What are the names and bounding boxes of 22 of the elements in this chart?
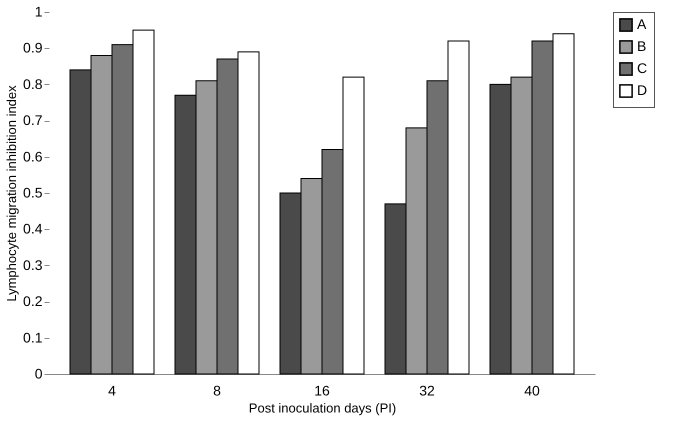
x-tick-label: 16 xyxy=(314,382,330,398)
legend-label: B xyxy=(637,38,646,54)
y-tick-label: 0.1 xyxy=(23,329,43,346)
y-tick-label: 0.9 xyxy=(23,40,43,56)
y-tick-label: 0.6 xyxy=(23,148,43,164)
y-tick-label: 0.4 xyxy=(23,220,43,237)
x-tick-label: 4 xyxy=(108,382,116,398)
legend-label: A xyxy=(637,16,647,32)
x-tick-label: 32 xyxy=(419,382,435,398)
y-tick-label: 0.8 xyxy=(23,76,43,92)
y-tick-label: 1 xyxy=(34,4,43,20)
x-tick-label: 40 xyxy=(524,382,540,398)
y-tick-label: 0.7 xyxy=(23,112,43,128)
y-tick-label: 0 xyxy=(34,366,43,382)
y-tick-label: 0.2 xyxy=(23,293,43,310)
y-tick-label: 0.5 xyxy=(23,184,43,200)
x-tick-label: 8 xyxy=(213,382,222,398)
y-axis-title: Lymphocyte migration inhibition index xyxy=(4,84,20,302)
legend-label: C xyxy=(637,60,648,76)
legend-label: D xyxy=(637,82,648,98)
x-axis-title: Post inoculation days (PI) xyxy=(248,400,396,416)
y-tick-label: 0.3 xyxy=(23,256,43,273)
